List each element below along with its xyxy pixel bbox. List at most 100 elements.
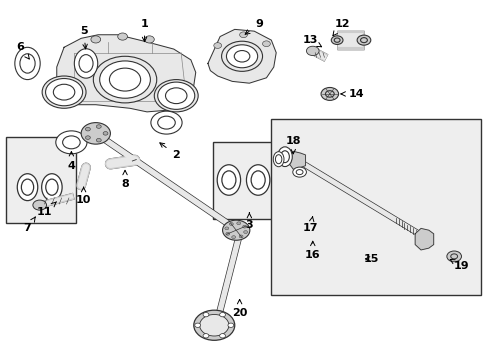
Circle shape xyxy=(193,310,234,340)
Ellipse shape xyxy=(41,174,62,201)
Circle shape xyxy=(231,236,235,239)
Bar xyxy=(271,119,480,295)
Ellipse shape xyxy=(17,174,38,201)
Circle shape xyxy=(306,46,319,55)
Ellipse shape xyxy=(15,47,40,80)
Circle shape xyxy=(158,116,175,129)
Circle shape xyxy=(103,132,108,135)
Text: 8: 8 xyxy=(121,170,129,189)
Circle shape xyxy=(330,36,342,44)
Text: 10: 10 xyxy=(76,187,91,205)
Circle shape xyxy=(203,312,208,317)
Text: 19: 19 xyxy=(449,260,468,271)
Text: 4: 4 xyxy=(67,152,75,171)
Circle shape xyxy=(85,136,90,139)
Circle shape xyxy=(158,82,194,109)
Ellipse shape xyxy=(251,171,264,189)
Polygon shape xyxy=(414,228,433,250)
Circle shape xyxy=(242,225,246,228)
Ellipse shape xyxy=(21,179,34,195)
Circle shape xyxy=(222,220,249,240)
Text: 12: 12 xyxy=(332,19,349,36)
Circle shape xyxy=(243,231,247,234)
Circle shape xyxy=(42,76,86,108)
Text: 16: 16 xyxy=(305,241,320,260)
Polygon shape xyxy=(57,35,195,112)
Circle shape xyxy=(91,36,101,43)
Circle shape xyxy=(151,111,182,134)
Circle shape xyxy=(109,68,141,91)
Circle shape xyxy=(296,170,303,175)
Text: 2: 2 xyxy=(160,143,180,160)
Circle shape xyxy=(224,227,228,230)
Circle shape xyxy=(333,38,339,42)
Circle shape xyxy=(239,32,247,38)
Polygon shape xyxy=(207,30,276,83)
Circle shape xyxy=(100,61,150,98)
Circle shape xyxy=(56,131,87,154)
Text: 13: 13 xyxy=(302,35,321,47)
Circle shape xyxy=(325,91,333,97)
Text: 7: 7 xyxy=(23,217,35,233)
Bar xyxy=(212,142,290,220)
Circle shape xyxy=(219,334,225,338)
Circle shape xyxy=(229,222,233,225)
Text: 1: 1 xyxy=(141,19,148,42)
Ellipse shape xyxy=(74,49,98,78)
Circle shape xyxy=(221,41,262,71)
Ellipse shape xyxy=(46,179,58,195)
Circle shape xyxy=(118,33,127,40)
Ellipse shape xyxy=(79,55,93,72)
Circle shape xyxy=(194,323,200,327)
Circle shape xyxy=(199,315,228,336)
Ellipse shape xyxy=(20,54,35,73)
Circle shape xyxy=(163,87,188,105)
Circle shape xyxy=(33,200,46,210)
Ellipse shape xyxy=(277,147,292,167)
Circle shape xyxy=(360,38,366,42)
Circle shape xyxy=(213,42,221,48)
Text: 20: 20 xyxy=(231,300,247,318)
Circle shape xyxy=(144,36,154,43)
Text: 11: 11 xyxy=(37,202,57,217)
Circle shape xyxy=(105,65,144,94)
Circle shape xyxy=(234,50,249,62)
Circle shape xyxy=(356,35,370,45)
Ellipse shape xyxy=(217,165,240,195)
Circle shape xyxy=(52,83,76,101)
Circle shape xyxy=(154,80,198,112)
Text: 17: 17 xyxy=(302,216,317,233)
Text: 14: 14 xyxy=(340,89,364,99)
Circle shape xyxy=(96,138,101,142)
Text: 5: 5 xyxy=(80,26,87,49)
Ellipse shape xyxy=(246,165,269,195)
Ellipse shape xyxy=(280,151,289,163)
Circle shape xyxy=(231,48,252,64)
Bar xyxy=(5,137,76,223)
Text: 3: 3 xyxy=(245,213,253,230)
Circle shape xyxy=(446,251,461,262)
Circle shape xyxy=(262,41,270,46)
Ellipse shape xyxy=(222,171,235,189)
Circle shape xyxy=(85,127,90,131)
Circle shape xyxy=(45,78,82,106)
Circle shape xyxy=(225,232,229,235)
Circle shape xyxy=(81,123,110,144)
Text: 15: 15 xyxy=(363,254,378,264)
Circle shape xyxy=(165,88,186,104)
Circle shape xyxy=(236,222,240,225)
Polygon shape xyxy=(289,151,305,169)
Text: 9: 9 xyxy=(244,19,263,34)
Circle shape xyxy=(321,87,338,100)
Circle shape xyxy=(219,312,225,317)
Circle shape xyxy=(450,254,457,259)
Circle shape xyxy=(226,45,257,68)
Ellipse shape xyxy=(275,155,281,164)
Circle shape xyxy=(62,136,80,149)
Text: 6: 6 xyxy=(16,42,29,59)
Circle shape xyxy=(203,334,208,338)
Text: 18: 18 xyxy=(285,136,301,154)
Circle shape xyxy=(96,125,101,129)
Ellipse shape xyxy=(273,152,284,167)
Circle shape xyxy=(227,323,233,327)
